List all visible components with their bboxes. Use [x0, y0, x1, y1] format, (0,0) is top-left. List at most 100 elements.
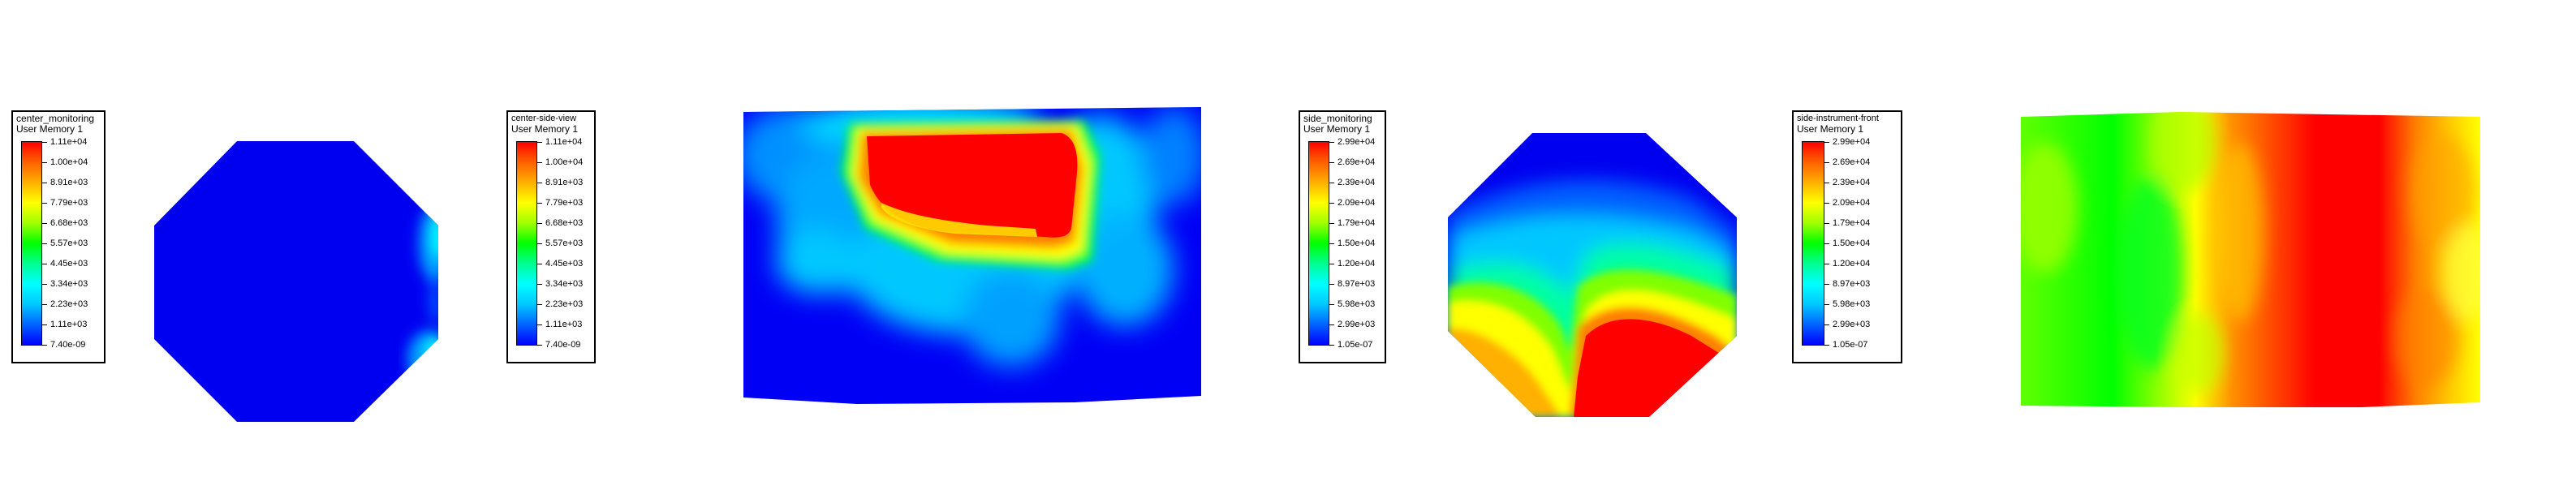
legend-tick [1329, 162, 1334, 163]
legend-tick [1824, 324, 1829, 325]
legend-subtitle: User Memory 1 [1797, 123, 1864, 135]
legend-tick-label: 1.11e+03 [545, 320, 583, 329]
color-bar [516, 141, 537, 346]
legend-side-instrument-front: side-instrument-front User Memory 1 2.99… [1792, 110, 1902, 363]
legend-tick [42, 142, 47, 143]
legend-tick-label: 2.69e+04 [1338, 157, 1376, 167]
legend-tick-label: 5.98e+03 [1833, 299, 1871, 309]
legend-tick [42, 345, 47, 346]
color-bar [1802, 141, 1824, 346]
legend-tick-label: 2.39e+04 [1833, 178, 1871, 187]
legend-tick [537, 203, 542, 204]
legend-tick-label: 8.97e+03 [1338, 279, 1376, 289]
legend-center-monitoring: center_monitoring User Memory 1 1.11e+04… [11, 110, 106, 363]
legend-tick [1329, 284, 1334, 285]
legend-tick [537, 162, 542, 163]
legend-title: side-instrument-front [1797, 114, 1879, 123]
legend-tick-label: 2.39e+04 [1338, 178, 1376, 187]
legend-subtitle: User Memory 1 [16, 123, 84, 135]
legend-tick [1824, 304, 1829, 305]
legend-tick-label: 1.20e+04 [1338, 259, 1376, 269]
legend-tick-label: 1.11e+04 [50, 137, 88, 147]
legend-tick-label: 3.34e+03 [50, 279, 88, 289]
legend-tick-label: 5.57e+03 [545, 238, 584, 248]
legend-tick-label: 1.05e-07 [1833, 340, 1868, 350]
legend-tick-label: 7.40e-09 [545, 340, 581, 350]
legend-tick-label: 2.23e+03 [50, 299, 88, 309]
legend-tick [537, 304, 542, 305]
legend-tick-label: 7.79e+03 [545, 198, 584, 208]
legend-tick [1329, 243, 1334, 244]
legend-tick-label: 8.91e+03 [545, 178, 584, 187]
legend-tick [1329, 142, 1334, 143]
legend-tick [1329, 345, 1334, 346]
legend-tick-label: 6.68e+03 [50, 218, 88, 228]
legend-tick [537, 324, 542, 325]
legend-tick [1824, 284, 1829, 285]
field-center-side-view [743, 107, 1201, 406]
legend-tick [537, 284, 542, 285]
legend-title: side_monitoring [1303, 113, 1372, 124]
legend-center-side-view: center-side-view User Memory 1 1.11e+04 1… [506, 110, 596, 363]
legend-tick-label: 1.50e+04 [1833, 238, 1871, 248]
legend-tick-label: 2.23e+03 [545, 299, 584, 309]
legend-tick-label: 3.34e+03 [545, 279, 584, 289]
legend-title: center-side-view [511, 114, 577, 123]
legend-tick [537, 142, 542, 143]
legend-tick-label: 1.79e+04 [1833, 218, 1871, 228]
legend-tick [1824, 345, 1829, 346]
legend-tick-label: 1.79e+04 [1338, 218, 1376, 228]
legend-tick [42, 223, 47, 224]
legend-tick-label: 1.11e+04 [545, 137, 583, 147]
color-bar [1308, 141, 1329, 346]
legend-tick [537, 243, 542, 244]
legend-tick-label: 2.99e+04 [1833, 137, 1871, 147]
legend-tick [1824, 223, 1829, 224]
legend-tick [42, 324, 47, 325]
legend-tick [1824, 203, 1829, 204]
legend-tick-label: 1.00e+04 [50, 157, 88, 167]
legend-tick-label: 2.99e+03 [1338, 320, 1376, 329]
legend-tick-label: 2.09e+04 [1338, 198, 1376, 208]
legend-tick-label: 2.69e+04 [1833, 157, 1871, 167]
legend-tick-label: 2.99e+04 [1338, 137, 1376, 147]
legend-tick [42, 162, 47, 163]
legend-tick [1329, 223, 1334, 224]
legend-tick-label: 1.20e+04 [1833, 259, 1871, 269]
legend-tick-label: 1.50e+04 [1338, 238, 1376, 248]
legend-side-monitoring: side_monitoring User Memory 1 2.99e+04 2.… [1299, 110, 1386, 363]
legend-tick [1824, 162, 1829, 163]
legend-tick-label: 8.97e+03 [1833, 279, 1871, 289]
legend-tick-label: 2.09e+04 [1833, 198, 1871, 208]
legend-tick-label: 7.79e+03 [50, 198, 88, 208]
legend-tick-label: 7.40e-09 [50, 340, 86, 350]
legend-tick-label: 6.68e+03 [545, 218, 584, 228]
color-bar [21, 141, 42, 346]
legend-tick-label: 4.45e+03 [50, 259, 88, 269]
legend-tick [537, 223, 542, 224]
legend-tick [537, 345, 542, 346]
field-side-monitoring [1448, 133, 1737, 417]
legend-tick [1329, 203, 1334, 204]
legend-tick-label: 1.05e-07 [1338, 340, 1373, 350]
legend-tick-label: 8.91e+03 [50, 178, 88, 187]
legend-tick [1329, 324, 1334, 325]
legend-tick [1824, 142, 1829, 143]
field-side-instrument-front [2021, 110, 2480, 409]
legend-tick-label: 1.00e+04 [545, 157, 584, 167]
legend-tick [42, 243, 47, 244]
legend-tick [1329, 304, 1334, 305]
legend-tick-label: 1.11e+03 [50, 320, 88, 329]
legend-title: center_monitoring [16, 113, 95, 124]
legend-tick-label: 4.45e+03 [545, 259, 584, 269]
legend-tick [1824, 243, 1829, 244]
field-center-monitoring [154, 141, 438, 422]
legend-subtitle: User Memory 1 [1303, 123, 1371, 135]
legend-tick-label: 2.99e+03 [1833, 320, 1871, 329]
legend-tick-label: 5.57e+03 [50, 238, 88, 248]
legend-subtitle: User Memory 1 [511, 123, 579, 135]
legend-tick [42, 304, 47, 305]
legend-tick [42, 284, 47, 285]
legend-tick-label: 5.98e+03 [1338, 299, 1376, 309]
legend-tick [42, 203, 47, 204]
